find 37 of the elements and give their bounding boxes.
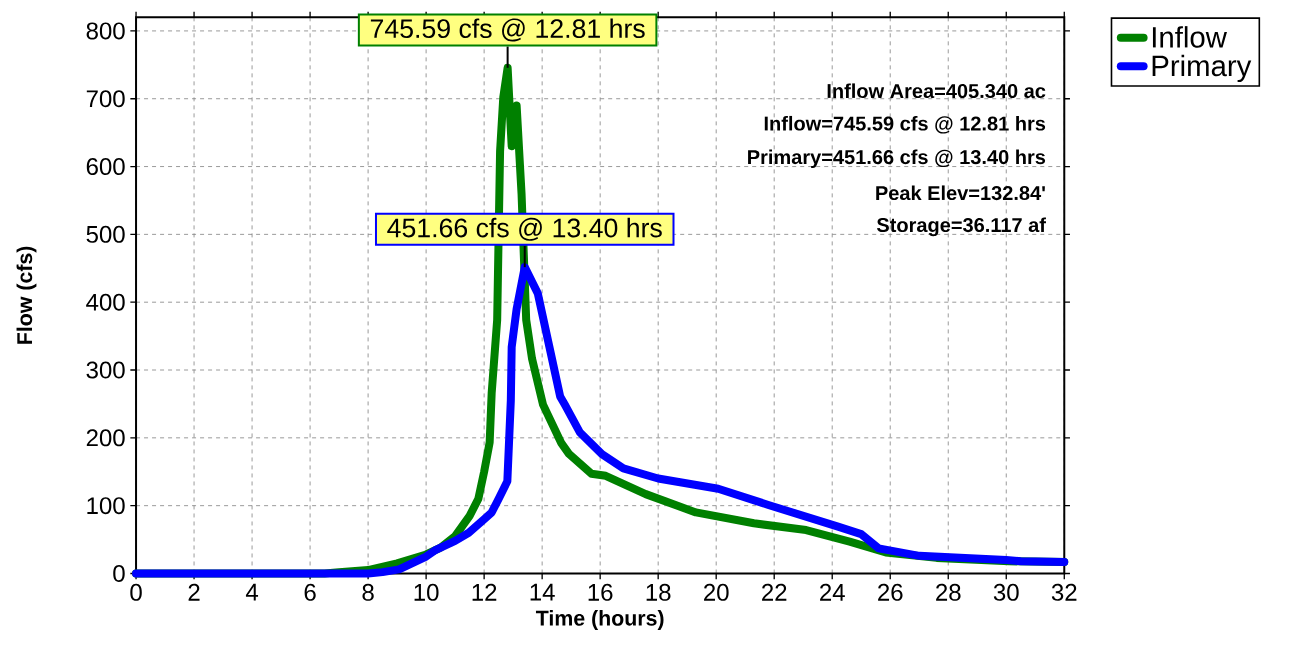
y-tick-label: 0 [113,565,125,583]
x-tick-label: 16 [588,584,613,602]
y-tick-label: 400 [86,293,125,311]
y-tick-label: 700 [86,90,125,108]
annotation: Primary=451.66 cfs @ 13.40 hrs [748,149,1046,169]
y-tick-label: 500 [86,226,125,244]
annotation: Inflow Area=405.340 ac [827,83,1046,99]
x-tick-label: 18 [646,584,671,602]
y-tick-label: 800 [86,22,125,40]
x-tick-label: 8 [362,584,374,602]
annotation: Storage=36.117 af [876,217,1046,237]
x-tick-label: 10 [414,584,439,602]
x-axis-title: Time (hours) [535,610,664,631]
x-tick-label: 28 [936,584,961,602]
annotation: 745.59 cfs @ 12.81 hrs [370,18,645,42]
x-tick-label: 2 [188,584,200,601]
x-tick-label: 14 [530,584,555,601]
annotation: 451.66 cfs @ 13.40 hrs [387,218,662,242]
x-tick-label: 24 [820,584,845,601]
x-tick-label: 32 [1051,584,1077,602]
x-tick-label: 30 [993,584,1019,602]
x-tick-label: 20 [704,584,729,602]
legend-label: Inflow [1152,26,1227,48]
x-tick-label: 22 [762,584,787,601]
legend-label: Primary [1152,54,1252,83]
y-axis-title: Flow (cfs) [16,246,37,345]
x-tick-label: 4 [245,584,259,601]
y-tick-label: 600 [86,158,125,176]
x-tick-label: 6 [304,584,316,602]
y-tick-label: 200 [86,429,125,447]
annotation: Peak Elev=132.84' [876,185,1045,201]
x-tick-label: 0 [130,584,142,602]
x-tick-label: 12 [472,584,497,601]
y-tick-label: 300 [86,361,125,379]
y-tick-label: 100 [87,497,125,515]
x-tick-label: 26 [878,584,903,602]
annotation: Inflow=745.59 cfs @ 12.81 hrs [764,116,1046,134]
